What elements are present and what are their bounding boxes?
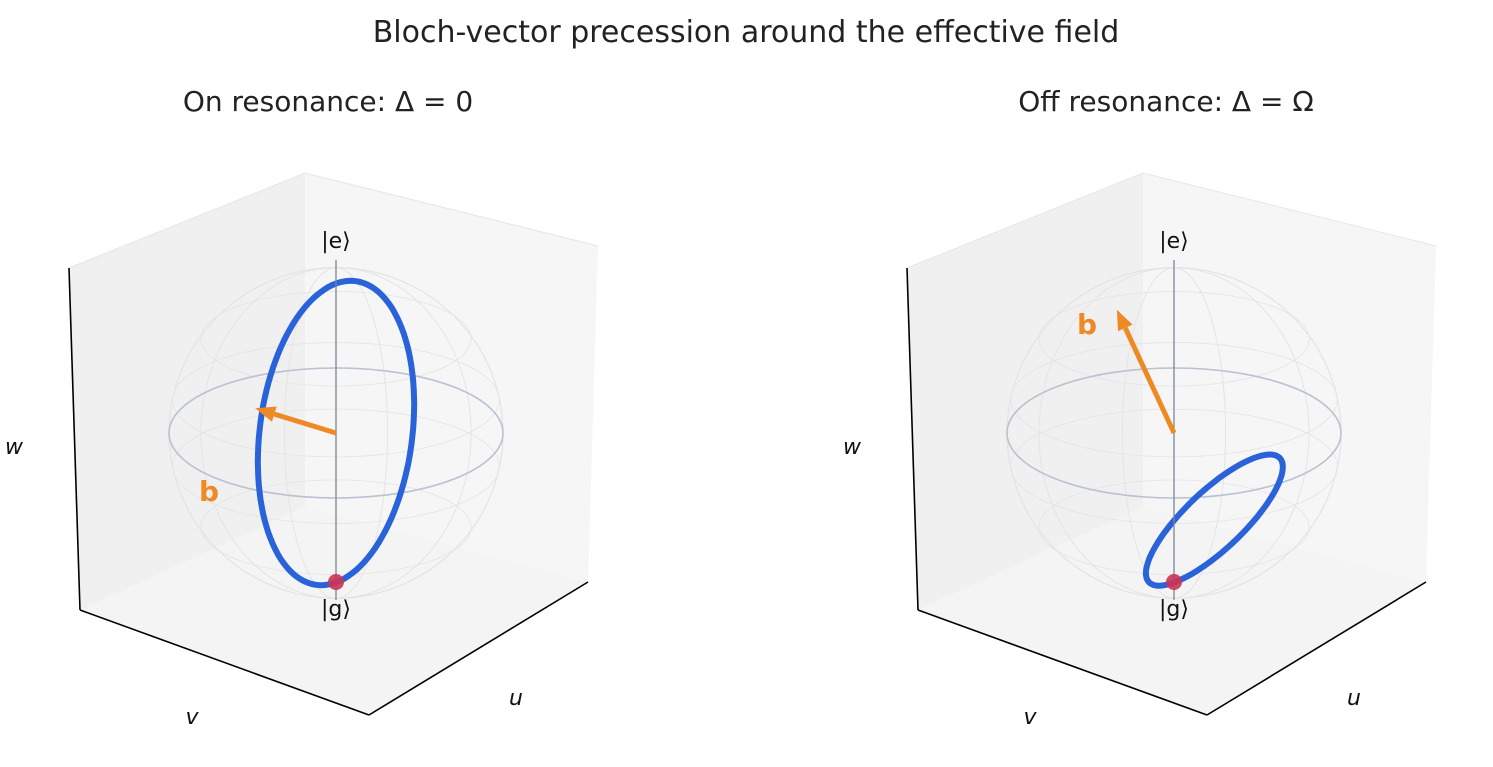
axis-line-w: [68, 267, 81, 611]
precession-trajectory: [1142, 451, 1286, 589]
box-edge-back: [906, 172, 1437, 269]
field-vector: [255, 406, 337, 436]
axis-line-v: [917, 609, 1208, 716]
floor-pane: [80, 507, 588, 715]
axis-line-v: [79, 609, 370, 716]
box-edge-back: [68, 172, 599, 269]
panel-title: On resonance: Δ = 0: [183, 85, 473, 118]
start-state-marker: [328, 574, 344, 590]
figure-title: Bloch-vector precession around the effec…: [373, 15, 1120, 50]
axis-line-u: [1206, 581, 1427, 716]
box-panes: [68, 172, 599, 716]
pole-label-excited: |e⟩: [321, 229, 351, 254]
axis-label-w: w: [5, 435, 24, 460]
axis-line-u: [368, 581, 589, 716]
back-pane-left: [907, 173, 1143, 610]
field-vector: [1116, 309, 1177, 435]
vector-arrowhead: [255, 406, 277, 422]
vector-label-b: b: [199, 475, 219, 508]
axis-line-w: [906, 267, 919, 611]
vector-label-b: b: [1077, 308, 1097, 341]
panel-off-resonance: w v u Off resonance: Δ = Ω |e⟩ |g⟩ b: [843, 85, 1437, 730]
box-panes: [906, 172, 1437, 716]
axis-label-v: v: [1023, 705, 1037, 730]
panel-on-resonance: w v u On resonance: Δ = 0 |e⟩ |g⟩ b: [5, 85, 599, 730]
axis-label-v: v: [185, 705, 199, 730]
trajectory-path: [1142, 451, 1286, 589]
pole-label-ground: |g⟩: [321, 597, 351, 622]
axis-label-u: u: [509, 686, 523, 711]
vector-shaft: [273, 411, 337, 436]
pole-label-excited: |e⟩: [1159, 229, 1189, 254]
axis-label-u: u: [1347, 686, 1361, 711]
start-state-marker: [1166, 574, 1182, 590]
floor-pane: [918, 507, 1426, 715]
panel-title: Off resonance: Δ = Ω: [1018, 85, 1314, 118]
vector-shaft: [1123, 326, 1177, 435]
vector-arrowhead: [1116, 309, 1133, 332]
back-pane-right: [305, 173, 598, 582]
axis-label-w: w: [843, 435, 862, 460]
pole-label-ground: |g⟩: [1159, 597, 1189, 622]
back-pane-left: [69, 173, 305, 610]
